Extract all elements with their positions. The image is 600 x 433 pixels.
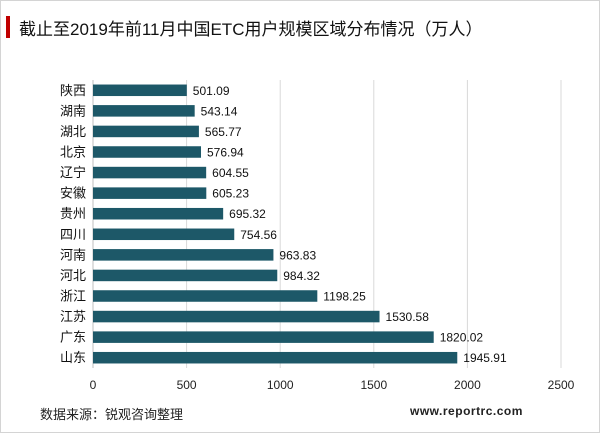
value-label: 695.32 [229,207,266,221]
category-label: 浙江 [60,290,86,305]
value-label: 543.14 [201,104,238,118]
value-label: 963.83 [279,248,316,262]
bar [93,84,187,97]
chart-title: 截止至2019年前11月中国ETC用户规模区域分布情况（万人） [19,20,483,39]
category-label: 辽宁 [60,165,86,181]
x-tick-label: 2000 [454,378,481,392]
category-label: 安徽 [60,187,86,202]
bar [93,125,199,138]
bar [93,187,207,199]
bar [93,207,224,220]
category-label: 山东 [60,351,86,366]
value-label: 576.94 [207,146,244,160]
bar [93,310,380,323]
bar [93,290,318,302]
bar [93,249,274,261]
category-label: 湖南 [60,103,86,119]
x-tick-label: 2500 [548,378,575,392]
value-label: 1820.02 [440,331,484,345]
bar [93,331,434,343]
data-source-note: 数据来源：锐观咨询整理 [40,407,184,422]
label-layer: 0 500 1000 1500 2000 2500 陕西 501.09 湖南 543.14 湖北 56… [60,84,575,392]
category-label: 湖北 [60,125,86,140]
value-label: 565.77 [205,125,242,139]
category-label: 四川 [60,228,86,243]
x-tick-label: 1500 [360,378,387,392]
grid-layer [92,80,562,368]
bar [93,228,235,241]
bar [93,146,202,158]
value-label: 604.55 [212,166,249,180]
category-label: 北京 [60,146,86,161]
category-label: 贵州 [60,207,86,222]
bar [93,269,278,282]
category-label: 河北 [60,269,86,284]
category-label: 河南 [60,247,86,263]
bar [93,105,195,117]
value-label: 605.23 [212,187,249,201]
value-label: 1530.58 [386,310,430,324]
value-label: 984.32 [283,269,320,283]
value-label: 1198.25 [323,290,366,304]
category-label: 陕西 [60,84,86,99]
category-label: 江苏 [60,309,86,325]
bar [93,166,207,179]
bar-layer [93,84,458,364]
value-label: 501.09 [193,84,230,98]
bar [93,351,458,364]
website-link[interactable]: www.reportrc.com [410,404,523,418]
x-tick-label: 1000 [267,378,294,392]
category-label: 广东 [60,331,86,346]
value-label: 754.56 [240,228,277,242]
title-accent-bar [6,16,10,38]
x-tick-label: 0 [90,378,97,392]
value-label: 1945.91 [463,351,507,365]
x-tick-label: 500 [177,378,197,392]
